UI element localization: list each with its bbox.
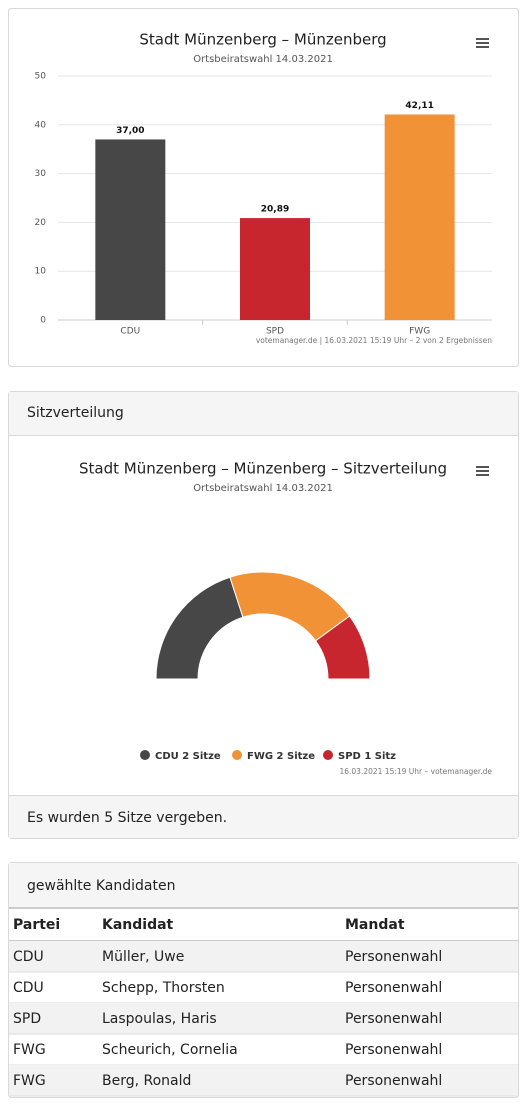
panel-header [9,863,518,908]
menu-icon[interactable] [476,38,489,48]
table-header: Kandidat [102,917,174,933]
chart-subtitle: Ortsbeiratswahl 14.03.2021 [193,54,333,65]
bar [240,218,310,320]
table-cell: FWG [13,1073,46,1089]
menu-bar[interactable] [476,38,489,40]
table-row-bg [9,1065,518,1096]
data-label: 20,89 [261,205,289,215]
y-tick-label: 50 [35,72,47,82]
x-tick-label: SPD [266,327,284,337]
seats-panel [8,391,519,839]
y-tick-label: 40 [35,120,47,130]
data-label: 37,00 [116,126,144,136]
legend-label[interactable]: FWG 2 Sitze [247,751,315,762]
table-cell: Personenwahl [345,1011,442,1027]
table-cell: Personenwahl [345,1073,442,1089]
table-cell: Personenwahl [345,1042,442,1058]
x-tick-label: FWG [409,327,430,337]
menu-bar[interactable] [476,466,489,468]
table-cell: Müller, Uwe [102,949,184,965]
panel-footer-text: Es wurden 5 Sitze vergeben. [27,810,227,826]
menu-bar[interactable] [476,42,489,44]
table-cell: Schepp, Thorsten [102,980,225,996]
table-row-bg [9,941,518,972]
panel-title: gewählte Kandidaten [27,878,175,894]
table-cell: Scheurich, Cornelia [102,1042,238,1058]
table-row-bg [9,1003,518,1034]
bar [384,114,455,320]
table-header: Mandat [345,917,405,933]
y-tick-label: 10 [35,267,47,277]
y-tick-label: 30 [35,169,47,179]
bar [95,139,166,320]
chart-title: Stadt Münzenberg – Münzenberg [139,31,386,49]
panel-header [9,392,518,435]
table-cell: Personenwahl [345,980,442,996]
y-tick-label: 20 [35,218,47,228]
legend-label[interactable]: SPD 1 Sitz [338,751,396,762]
menu-icon[interactable] [476,466,489,476]
table-cell: Berg, Ronald [102,1073,191,1089]
table-cell: Laspoulas, Haris [102,1011,217,1027]
chart-title: Stadt Münzenberg – Münzenberg – Sitzvert… [79,460,447,478]
table-cell: CDU [13,980,44,996]
table-cell: Personenwahl [345,949,442,965]
table-cell: FWG [13,1042,46,1058]
legend-marker[interactable] [323,750,333,760]
data-label: 42,11 [405,101,433,111]
candidates-panel [8,862,519,1098]
donut-slice [314,615,371,680]
legend-label[interactable]: CDU 2 Sitze [155,751,221,762]
legend-marker[interactable] [140,750,150,760]
menu-bar[interactable] [476,470,489,472]
legend-marker[interactable] [232,750,242,760]
y-tick-label: 0 [40,316,46,326]
table-cell: SPD [13,1011,41,1027]
chart-subtitle: Ortsbeiratswahl 14.03.2021 [193,483,333,494]
panel-title: Sitzverteilung [27,405,124,421]
x-tick-label: CDU [120,327,140,337]
menu-bar[interactable] [476,46,489,48]
panel-footer [9,796,518,838]
table-header: Partei [13,917,60,933]
menu-bar[interactable] [476,474,489,476]
chart-credit: 16.03.2021 15:19 Uhr – votemanager.de [339,767,492,776]
table-cell: CDU [13,949,44,965]
chart-credit: votemanager.de | 16.03.2021 15:19 Uhr – … [256,336,492,345]
